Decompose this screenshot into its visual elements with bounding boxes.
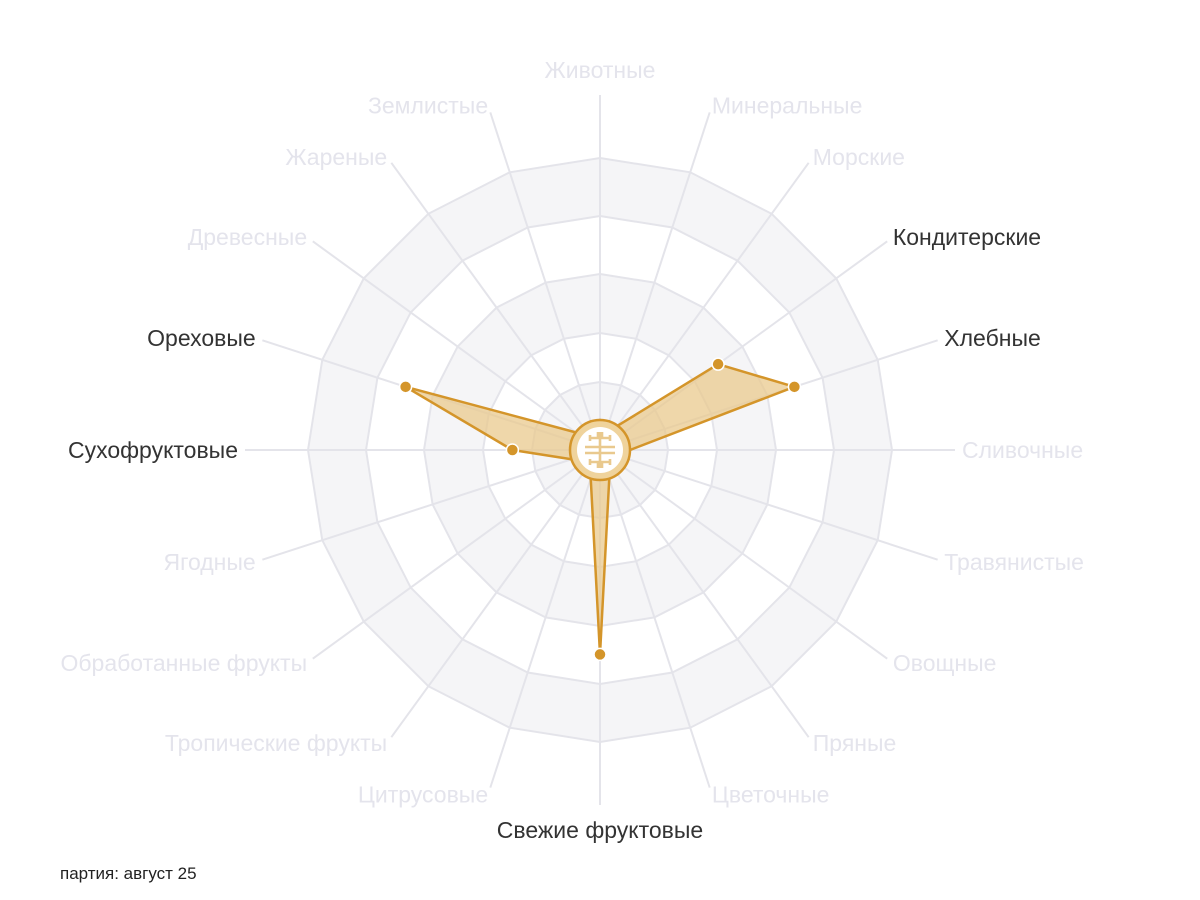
data-point (505, 443, 520, 457)
axis-line (599, 449, 810, 738)
axis-line (599, 112, 711, 451)
axis-label: Ореховые (147, 325, 256, 351)
data-point (398, 380, 413, 394)
axis-line (599, 162, 810, 451)
shou-symbol-stroke (590, 460, 610, 468)
axis-label: Минеральные (712, 93, 863, 119)
axis-label: Овощные (893, 650, 997, 676)
axis-label: Пряные (813, 730, 897, 756)
axis-label: Обработанные фрукты (60, 650, 307, 676)
data-point (593, 647, 607, 662)
batch-label: партия: август 25 (60, 864, 197, 883)
axis-label: Ягодные (163, 549, 255, 575)
axis-label: Хлебные (944, 325, 1041, 351)
axis-line (489, 449, 601, 788)
axis-line (312, 449, 601, 660)
axis-line (599, 449, 888, 660)
axis-label: Сухофруктовые (68, 437, 238, 463)
axis-label: Травянистые (944, 549, 1084, 575)
axis-label: Землистые (368, 93, 488, 119)
axis-label: Сливочные (962, 437, 1083, 463)
axis-label: Древесные (188, 224, 307, 250)
shou-symbol-stroke (590, 432, 610, 440)
axis-label: Кондитерские (893, 224, 1041, 250)
axis-line (489, 112, 601, 451)
axis-line (390, 449, 601, 738)
axis-label: Тропические фрукты (165, 730, 387, 756)
shou-symbol-icon (585, 432, 615, 468)
axis-label: Цитрусовые (358, 781, 488, 807)
data-point (711, 357, 725, 371)
axis-line (599, 449, 938, 561)
axis-label: Морские (813, 144, 905, 170)
axis-label: Свежие фруктовые (497, 817, 703, 843)
shou-symbol-stroke (588, 435, 612, 465)
axis-label: Цветочные (712, 781, 830, 807)
axis-label: Животные (545, 57, 656, 83)
axis-label: Жареные (285, 144, 387, 170)
axis-line (312, 240, 601, 451)
axis-line (262, 449, 601, 561)
axis-line (390, 162, 601, 451)
data-point (787, 380, 802, 394)
axis-line (599, 449, 711, 788)
